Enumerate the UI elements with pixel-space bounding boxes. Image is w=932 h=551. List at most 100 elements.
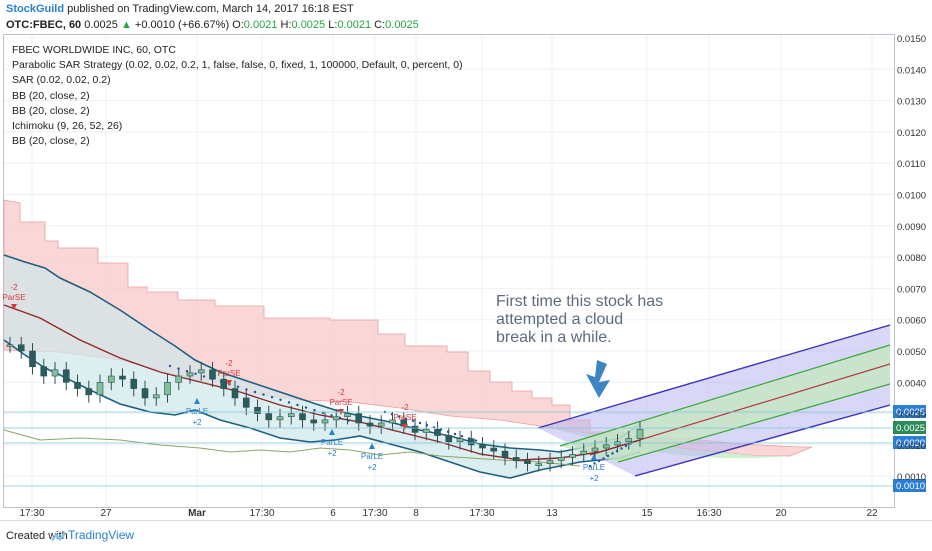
candle-body — [366, 422, 374, 427]
candle-body — [242, 397, 250, 408]
sar-dot — [177, 367, 180, 370]
author-link[interactable]: StockGuild — [6, 3, 65, 15]
signal-arrow-up-icon — [591, 454, 597, 460]
price-level-lines: 0.0025 0.0025 0.0020 0.0010 — [4, 405, 926, 492]
low-label: L: — [328, 19, 338, 31]
signal-qty: +2 — [589, 474, 599, 483]
legend-bb-1: BB (20, close, 2) — [12, 89, 90, 102]
x-tick-label: 15 — [641, 508, 653, 519]
signal-label: ParSE — [217, 369, 240, 378]
signal-label: ParLE — [583, 463, 605, 472]
price-tag — [893, 405, 926, 418]
close-value: 0.0025 — [385, 19, 419, 31]
candle-body — [479, 444, 486, 449]
bb-lower — [3, 339, 641, 479]
x-tick-label: 17:30 — [19, 508, 44, 519]
y-tick-label: 0.0020 — [897, 441, 926, 452]
candle-body — [6, 344, 14, 348]
indicator-legend: FBEC WORLDWIDE INC, 60, OTC Parabolic SA… — [12, 43, 463, 149]
down-arrow-icon — [586, 360, 610, 398]
candle-body — [254, 407, 261, 414]
y-tick-label: 0.0110 — [897, 159, 925, 170]
sar-dot — [262, 393, 265, 396]
signal-qty: +2 — [327, 449, 337, 458]
legend-ichimoku: Ichimoku (9, 26, 52, 26) — [12, 120, 123, 133]
candle-body — [220, 378, 228, 389]
chart-frame — [3, 34, 895, 508]
sar-dot — [397, 415, 401, 418]
price-tag-label: 0.0025 — [896, 423, 925, 434]
candle-body — [85, 388, 93, 396]
signal-arrow-down-icon — [402, 424, 408, 430]
candle-body — [119, 375, 126, 380]
y-tick-label: 0.0010 — [897, 472, 926, 483]
y-tick-label: 0.0040 — [897, 378, 926, 389]
candle-body — [175, 375, 183, 383]
high-value: 0.0025 — [291, 19, 326, 31]
sar-dot — [287, 401, 291, 404]
candle-body — [332, 416, 340, 421]
candle-body — [265, 413, 273, 421]
x-axis: 17:30 27 Mar 17:30 6 17:30 8 17:30 13 15 16:30 20 22 — [19, 508, 878, 519]
candle-body — [569, 453, 576, 458]
high-label: H: — [280, 19, 292, 31]
candle-body — [535, 463, 543, 466]
y-tick-label: 0.0140 — [897, 65, 926, 76]
y-tick-label: 0.0090 — [897, 222, 926, 233]
sar-dot — [460, 435, 464, 438]
candle-body — [321, 419, 329, 424]
x-tick-label: 27 — [100, 508, 112, 519]
low-value: 0.0021 — [337, 19, 372, 31]
y-tick-label: 0.0050 — [897, 347, 926, 358]
signal-arrow-up-icon — [194, 398, 200, 404]
y-tick-label: 0.0150 — [897, 34, 926, 45]
signal-qty: +2 — [192, 418, 202, 427]
sar-dot — [404, 417, 408, 420]
candle-body — [130, 378, 138, 389]
sar-dot — [168, 364, 172, 368]
candle-body — [389, 419, 396, 424]
signal-label: ParLE — [361, 452, 383, 461]
indicator-lines — [3, 304, 641, 467]
sar-dot — [624, 444, 628, 448]
candle-body — [490, 447, 498, 452]
sar-dot — [425, 424, 429, 427]
x-tick-label: 13 — [546, 508, 558, 519]
candle-body — [231, 388, 239, 399]
annotation: First time this stock has attempted a cl… — [496, 293, 663, 398]
sar-dot — [270, 396, 274, 399]
sar-dot — [245, 388, 248, 391]
bb-upper — [3, 254, 641, 453]
candle-body — [96, 381, 104, 396]
candle-body — [152, 394, 160, 399]
candle-body — [197, 369, 205, 374]
last-price: 0.0025 — [84, 19, 118, 31]
channel-lower-mid-line — [617, 383, 891, 463]
tradingview-brand-link[interactable]: TradingView — [68, 528, 135, 542]
candle-body — [62, 369, 70, 383]
y-tick-label: 0.0120 — [897, 128, 926, 139]
signal-qty: -2 — [337, 388, 345, 397]
candle-body — [445, 435, 453, 443]
candle-body — [625, 438, 633, 443]
y-tick-label: 0.0100 — [897, 191, 926, 202]
sar-dot — [202, 375, 206, 378]
symbol-line: OTC:FBEC, 60 0.0025 ▲ +0.0010 (+66.67%) … — [6, 19, 419, 31]
sar-dot — [439, 428, 443, 431]
sar-dot — [338, 416, 342, 420]
y-tick-label: 0.0060 — [897, 316, 926, 327]
candle-body — [209, 369, 216, 380]
sar-dot — [593, 462, 596, 465]
sar-dot — [211, 377, 214, 381]
candle-body — [141, 388, 149, 399]
sar-dot — [296, 403, 299, 407]
bb-basis — [3, 304, 641, 461]
signal-label: ParSE — [2, 293, 25, 302]
sar-dot — [615, 449, 619, 453]
x-tick-label: 6 — [330, 508, 336, 519]
price-tag-label: 0.0010 — [896, 481, 925, 492]
x-tick-label: 8 — [413, 508, 419, 519]
signal-qty: -2 — [401, 403, 409, 412]
